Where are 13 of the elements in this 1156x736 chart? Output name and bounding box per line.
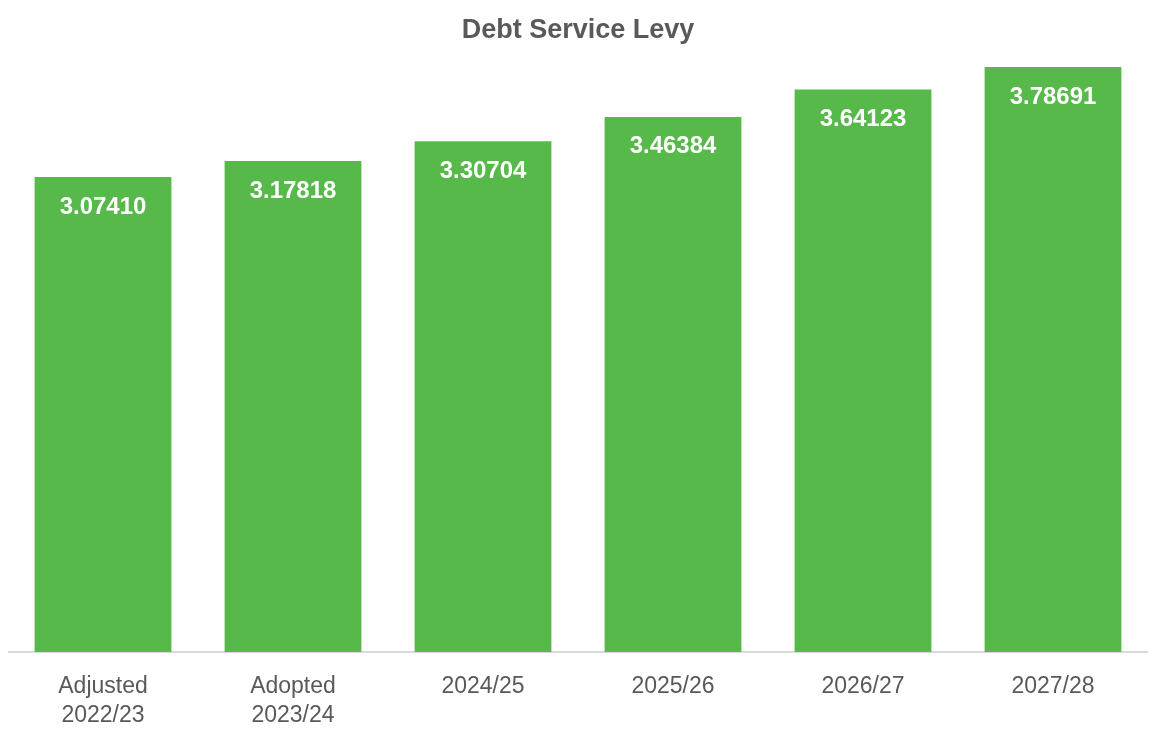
x-tick-label: 2026/27 bbox=[821, 671, 905, 698]
x-tick-label: Adopted 2023/24 bbox=[250, 671, 336, 727]
data-label: 3.64123 bbox=[819, 104, 907, 131]
data-label: 3.17818 bbox=[249, 175, 337, 203]
data-label: 3.78691 bbox=[1009, 81, 1097, 109]
data-label: 3.30704 bbox=[439, 155, 528, 183]
x-tick-label: Adjusted 2022/23 bbox=[58, 671, 148, 727]
data-label: 3.46384 bbox=[629, 131, 718, 159]
data-label: 3.07410 bbox=[59, 191, 147, 219]
x-tick-label: 2027/28 bbox=[1011, 671, 1095, 698]
x-tick-label: 2025/26 bbox=[631, 671, 715, 698]
chart-title: Debt Service Levy bbox=[461, 13, 695, 44]
x-tick-label: 2024/25 bbox=[441, 671, 525, 698]
